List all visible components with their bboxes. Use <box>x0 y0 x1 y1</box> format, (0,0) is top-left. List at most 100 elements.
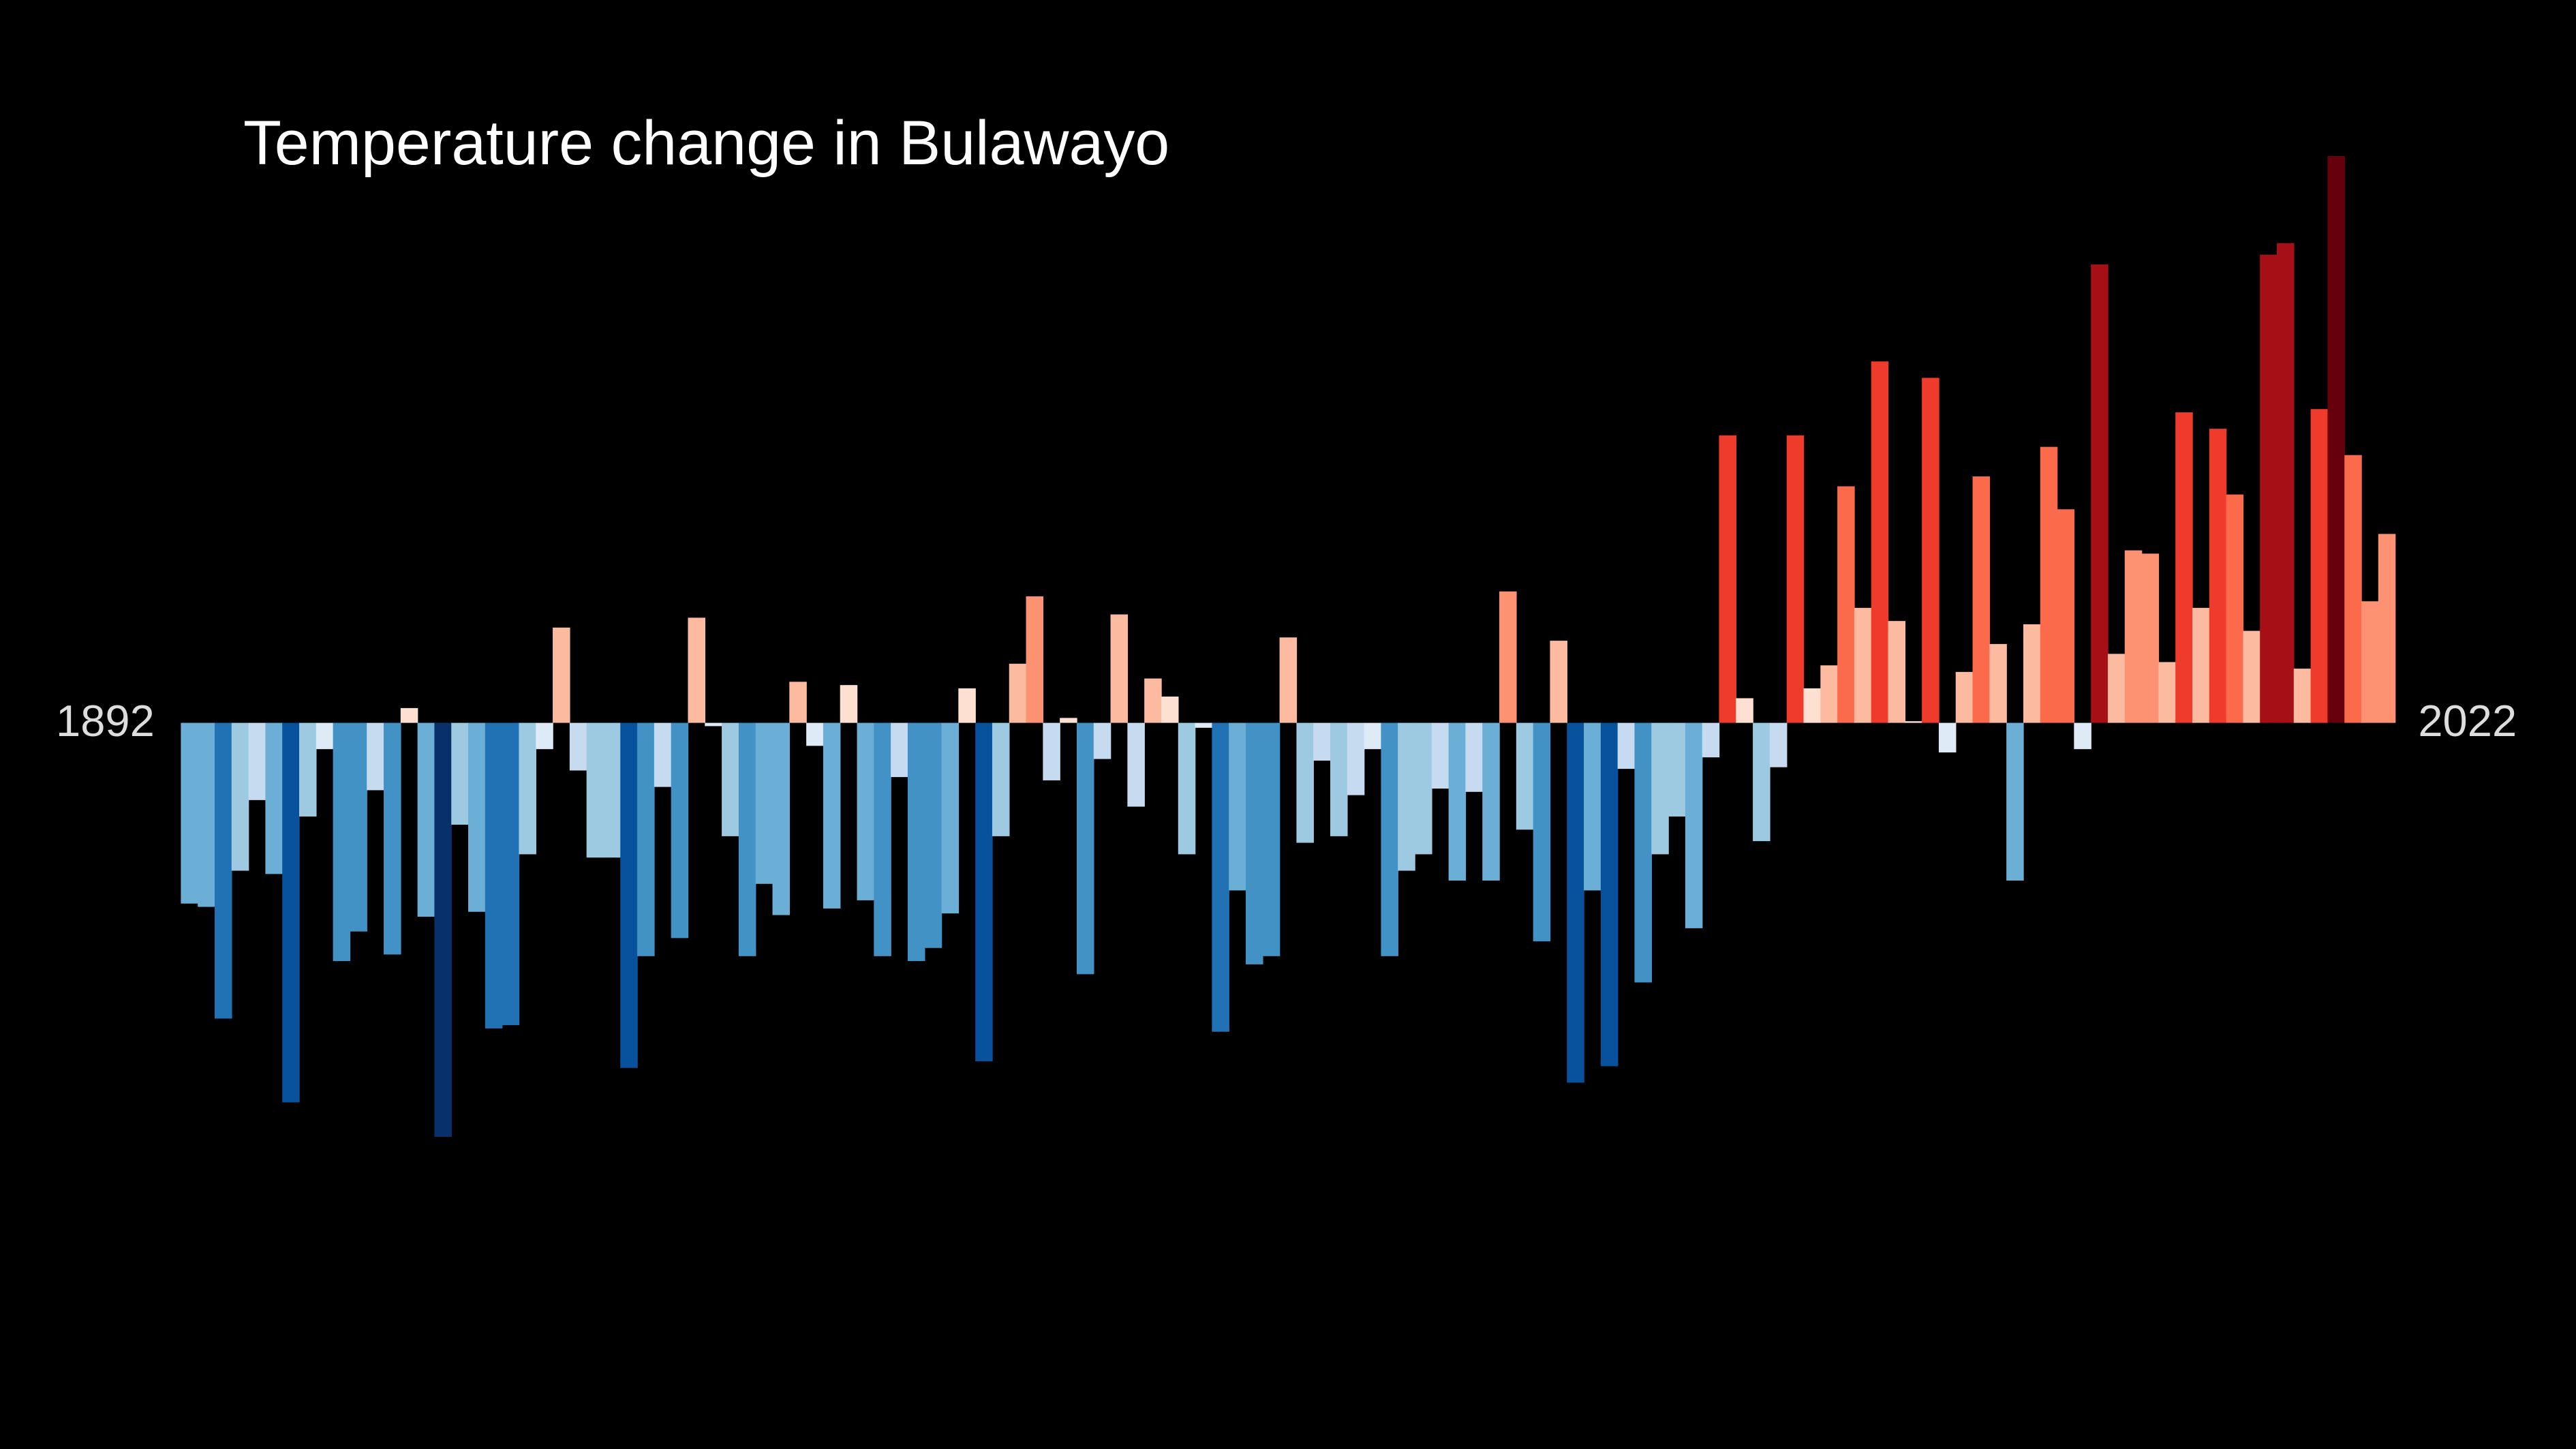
bar <box>2192 607 2210 723</box>
bar <box>1685 722 1703 928</box>
bar <box>1431 722 1450 789</box>
bar <box>2243 630 2260 723</box>
bar <box>1026 596 1044 723</box>
bar <box>231 722 249 871</box>
bar <box>958 688 976 723</box>
bar <box>1989 643 2007 723</box>
bar <box>1651 722 1669 855</box>
bar <box>1330 722 1348 836</box>
bar <box>1871 361 1889 723</box>
bar <box>468 722 486 912</box>
bar <box>1415 722 1432 855</box>
bar <box>688 617 706 723</box>
bar <box>806 722 824 746</box>
x-tick-label: 1892 <box>56 696 155 746</box>
bar <box>569 722 587 771</box>
bar <box>671 722 689 939</box>
bar <box>282 722 300 1103</box>
bar <box>1820 665 1838 723</box>
bar <box>1347 722 1365 795</box>
bar <box>2124 550 2143 723</box>
bar <box>1076 722 1094 975</box>
bar <box>1550 641 1567 723</box>
bar <box>417 722 435 917</box>
bar <box>1296 722 1314 843</box>
bar <box>722 722 739 836</box>
bar <box>789 682 807 723</box>
bar <box>1229 722 1246 891</box>
bar <box>1279 637 1298 723</box>
bar <box>755 722 773 884</box>
bar <box>1381 722 1398 956</box>
bar <box>603 722 621 858</box>
bar <box>874 722 891 956</box>
bar <box>772 722 791 915</box>
bar <box>992 722 1010 836</box>
bar <box>1668 722 1686 817</box>
bar <box>298 722 317 817</box>
bar <box>891 722 908 778</box>
bar <box>1769 722 1788 767</box>
bar <box>2175 412 2193 723</box>
bar <box>2344 455 2362 723</box>
bar <box>1516 722 1534 830</box>
bar <box>2158 662 2176 723</box>
bar <box>1110 614 1129 723</box>
bar <box>1955 671 1974 723</box>
bar <box>1972 476 1991 723</box>
bar <box>2006 722 2024 881</box>
bar <box>1144 678 1162 723</box>
bar <box>2023 624 2041 723</box>
bar <box>1043 722 1060 780</box>
bar <box>1854 607 1872 723</box>
bar <box>1567 722 1584 1083</box>
bar <box>1736 698 1753 723</box>
bar <box>1262 722 1281 956</box>
bar <box>1313 722 1331 761</box>
bar <box>316 722 334 750</box>
bar <box>519 722 536 855</box>
bar <box>975 722 993 1062</box>
bar <box>2040 446 2058 723</box>
bar <box>485 722 503 1028</box>
bar <box>2310 409 2329 723</box>
chart-title: Temperature change in Bulawayo <box>243 108 1169 178</box>
bar <box>2277 243 2295 723</box>
bar <box>1719 435 1737 723</box>
bar <box>705 722 722 727</box>
bar <box>1060 718 1077 723</box>
bar <box>1212 722 1229 1032</box>
bar <box>2226 494 2244 723</box>
bar <box>1888 621 1906 723</box>
bar <box>907 722 925 962</box>
bar <box>637 722 655 956</box>
bar <box>1634 722 1652 983</box>
bar <box>1617 722 1636 769</box>
bar <box>451 722 469 825</box>
bar <box>198 722 215 907</box>
bar <box>350 722 367 932</box>
bar <box>1753 722 1770 842</box>
bar <box>1127 722 1145 807</box>
bar <box>1837 486 1855 723</box>
bar <box>1702 722 1720 758</box>
bar <box>2057 509 2075 723</box>
bar <box>1938 722 1957 752</box>
bar <box>536 722 553 750</box>
bar <box>434 722 452 1138</box>
bar <box>924 722 942 948</box>
bar <box>2074 722 2091 750</box>
bar <box>2361 601 2379 723</box>
bar <box>400 707 418 723</box>
bar <box>857 722 875 900</box>
bar <box>941 722 960 914</box>
bar <box>1093 722 1111 759</box>
bar <box>1905 721 1922 723</box>
bar <box>1533 722 1551 942</box>
bar <box>1398 722 1415 871</box>
bar <box>2293 669 2312 723</box>
bar <box>181 722 198 904</box>
bar <box>2327 155 2345 723</box>
bar <box>248 722 266 800</box>
